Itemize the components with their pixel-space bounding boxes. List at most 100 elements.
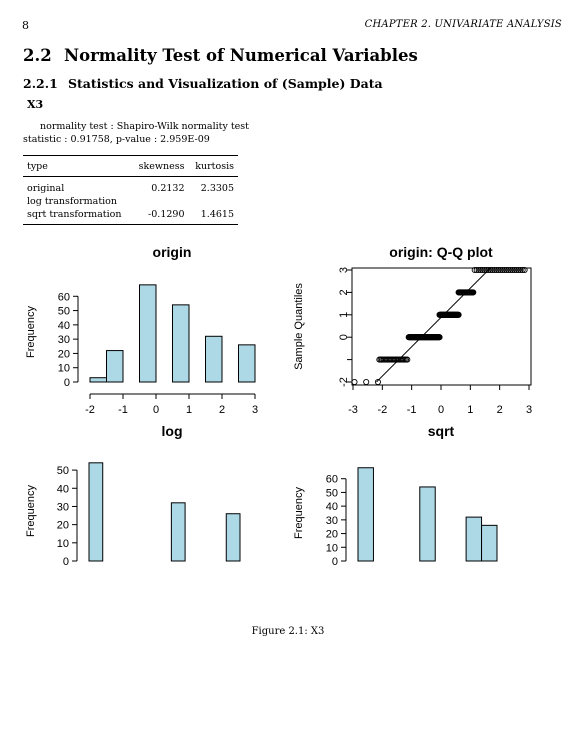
normality-test-line: normality test : Shapiro-Wilk normality … [40, 121, 249, 132]
qq-point [507, 266, 514, 274]
histogram-bar [419, 486, 436, 562]
y-tick-label: 60 [326, 474, 338, 486]
y-tick-label: 50 [57, 465, 69, 477]
qq-point [475, 266, 482, 274]
chart-title-3: sqrt [428, 423, 455, 439]
table-header-row: type skewness kurtosis [23, 155, 238, 177]
plot-frame [351, 267, 532, 386]
y-axis-label: Frequency [25, 306, 37, 358]
y-tick-label: 60 [58, 291, 70, 303]
y-tick-label: 30 [57, 501, 69, 513]
qq-point [515, 266, 522, 274]
qq-point [487, 266, 494, 274]
y-tick-label: 20 [326, 529, 338, 541]
chart-title-1: origin: Q-Q plot [389, 244, 493, 260]
qq-point [511, 266, 518, 274]
cell-kurtosis: 2.3305 [200, 183, 234, 194]
qq-point [513, 266, 520, 274]
qq-point [351, 378, 358, 386]
y-tick-label: 0 [332, 556, 338, 568]
stats-table: type skewness kurtosis original 0.2132 2… [23, 155, 238, 225]
histogram-bar [88, 462, 104, 562]
qq-reference-line [376, 268, 492, 383]
x-tick-label: -1 [407, 404, 417, 416]
histogram-bar [225, 513, 241, 562]
y-axis-label: Sample Quantiles [293, 283, 305, 370]
y-tick-label: 10 [57, 538, 69, 550]
x-tick-label: -2 [377, 404, 387, 416]
y-tick-label: 50 [326, 487, 338, 499]
qq-point [455, 311, 462, 318]
qq-point [477, 266, 484, 274]
x-tick-label: 1 [186, 404, 192, 416]
header-kurtosis: kurtosis [195, 160, 234, 172]
histogram-bar [106, 350, 124, 383]
header-type: type [27, 160, 48, 172]
qq-point [479, 266, 486, 274]
y-tick-label: 20 [57, 520, 69, 532]
y-axis-label: Frequency [293, 487, 305, 539]
qq-point [509, 266, 516, 274]
cell-kurtosis: 1.4615 [200, 209, 234, 220]
cell-kurtosis [189, 195, 239, 208]
y-tick-label: 1 [338, 312, 350, 318]
histogram-bar [465, 516, 483, 562]
x-tick-label: 0 [153, 404, 159, 416]
section-title: 2.2 Normality Test of Numerical Variables [23, 46, 418, 65]
y-tick-label: 2 [338, 289, 350, 295]
qq-point [499, 266, 506, 274]
y-tick-label: 30 [326, 515, 338, 527]
qq-point [470, 289, 477, 296]
qq-point [485, 266, 492, 274]
x-tick-label: -2 [85, 404, 95, 416]
header-skewness: skewness [138, 160, 185, 172]
statistic-line: statistic : 0.91758, p-value : 2.959E-09 [23, 134, 210, 145]
cell-skewness: 0.2132 [151, 183, 185, 194]
chart-title-2: log [162, 423, 183, 439]
cell-type: log transformation [27, 196, 118, 207]
qq-point [363, 378, 370, 386]
qq-point [491, 266, 498, 274]
y-tick-label: 10 [326, 542, 338, 554]
qq-point [473, 266, 480, 274]
y-tick-label: 40 [58, 320, 70, 332]
subsection-title-text: Statistics and Visualization of (Sample)… [68, 76, 383, 91]
subsection-title: 2.2.1 Statistics and Visualization of (Sa… [23, 76, 383, 91]
histogram-bar [170, 502, 186, 562]
y-tick-label: 3 [338, 267, 350, 273]
qq-point [503, 266, 510, 274]
chart-title-0: origin [153, 244, 192, 260]
qq-point [436, 334, 443, 341]
section-number: 2.2 [23, 46, 52, 65]
figure-caption: Figure 2.1: X3 [251, 626, 325, 637]
histogram-bar [481, 524, 498, 562]
histogram-bar [205, 335, 223, 383]
qq-point [517, 266, 524, 274]
x-tick-label: 3 [252, 404, 258, 416]
histogram-bar [238, 344, 256, 383]
table-row: original 0.2132 2.3305 [23, 177, 238, 196]
qq-point [481, 266, 488, 274]
table-row: log transformation [23, 195, 238, 208]
histogram-bar [89, 377, 107, 383]
y-tick-label: 50 [58, 306, 70, 318]
x-tick-label: -1 [118, 404, 128, 416]
histogram-bar [172, 304, 190, 383]
table-row: sqrt transformation -0.1290 1.4615 [23, 208, 238, 225]
y-tick-label: 40 [57, 483, 69, 495]
qq-point [501, 266, 508, 274]
page-number: 8 [22, 19, 29, 32]
qq-point [519, 266, 526, 274]
section-title-text: Normality Test of Numerical Variables [64, 46, 418, 65]
cell-skewness: -0.1290 [148, 209, 185, 220]
x-tick-label: -3 [348, 404, 358, 416]
x-tick-label: 1 [467, 404, 473, 416]
y-tick-label: 20 [58, 348, 70, 360]
qq-point [495, 266, 502, 274]
qq-point [521, 266, 528, 274]
qq-point [497, 266, 504, 274]
qq-point [505, 266, 512, 274]
y-tick-label: 0 [63, 556, 69, 568]
running-head: CHAPTER 2. UNIVARIATE ANALYSIS [364, 19, 562, 30]
